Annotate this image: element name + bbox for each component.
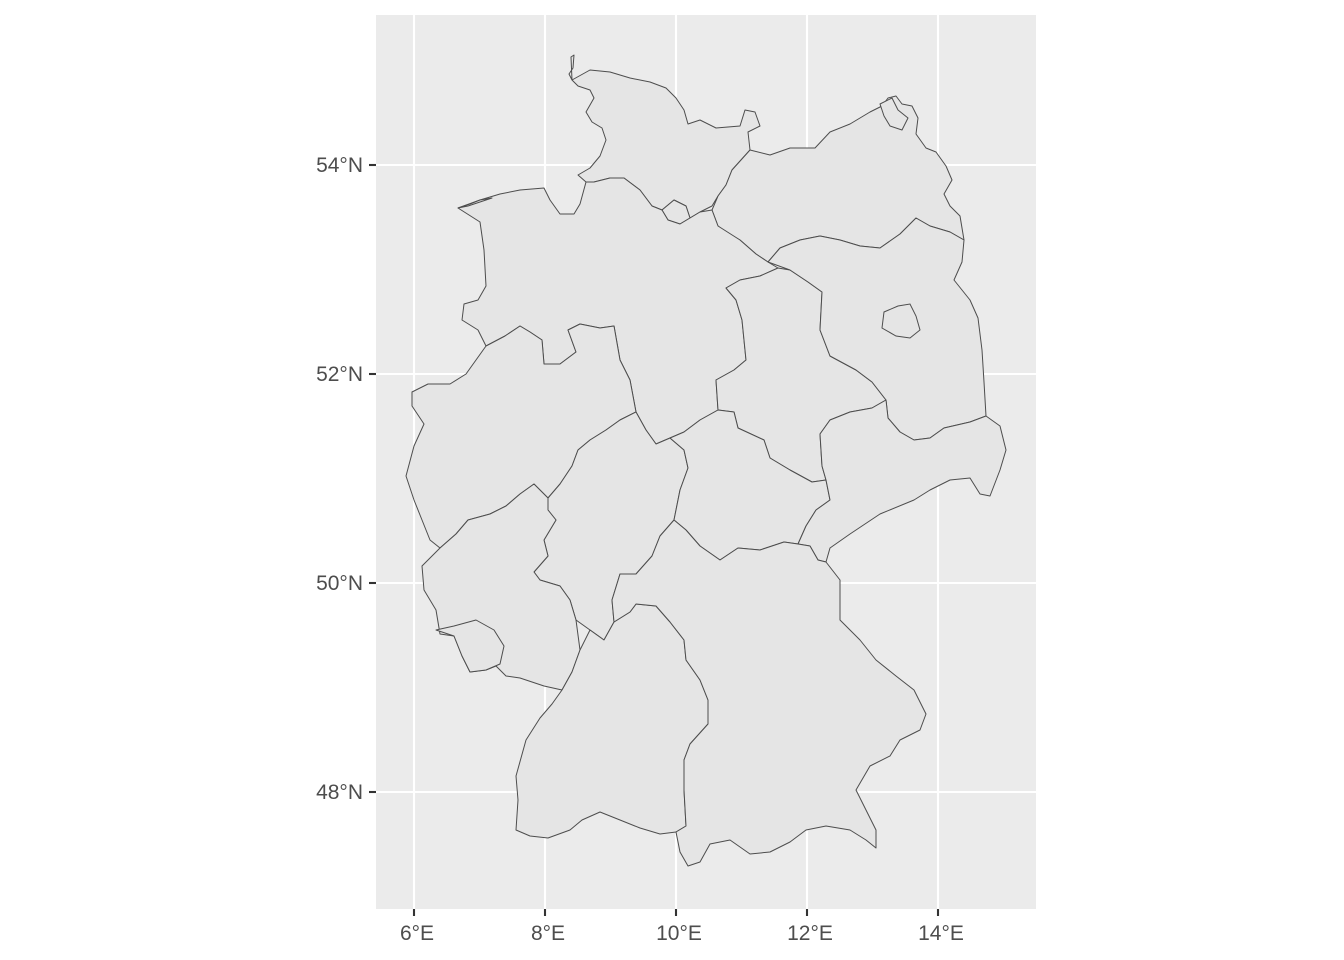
y-tick-label-50: 50°N	[316, 572, 363, 595]
state-schleswig-holstein	[568, 54, 761, 219]
island-ruegen	[879, 97, 909, 131]
state-saarland	[435, 619, 505, 673]
island-frisian	[457, 197, 493, 209]
state-berlin	[881, 303, 921, 339]
state-brandenburg	[767, 217, 987, 441]
y-tick-label-54: 54°N	[316, 154, 363, 177]
x-axis: 6°E 8°E 10°E 12°E 14°E	[400, 909, 964, 945]
x-tick-label-6: 6°E	[400, 922, 434, 945]
x-tick-label-12: 12°E	[787, 922, 833, 945]
states-layer	[405, 54, 1007, 867]
y-tick-label-48: 48°N	[316, 781, 363, 804]
x-tick-label-10: 10°E	[656, 922, 702, 945]
state-bayern	[611, 519, 927, 867]
y-axis: 54°N 52°N 50°N 48°N	[316, 154, 376, 804]
x-tick-label-14: 14°E	[918, 922, 964, 945]
state-sachsen	[797, 399, 1007, 563]
y-tick-label-52: 52°N	[316, 363, 363, 386]
x-tick-label-8: 8°E	[531, 922, 565, 945]
